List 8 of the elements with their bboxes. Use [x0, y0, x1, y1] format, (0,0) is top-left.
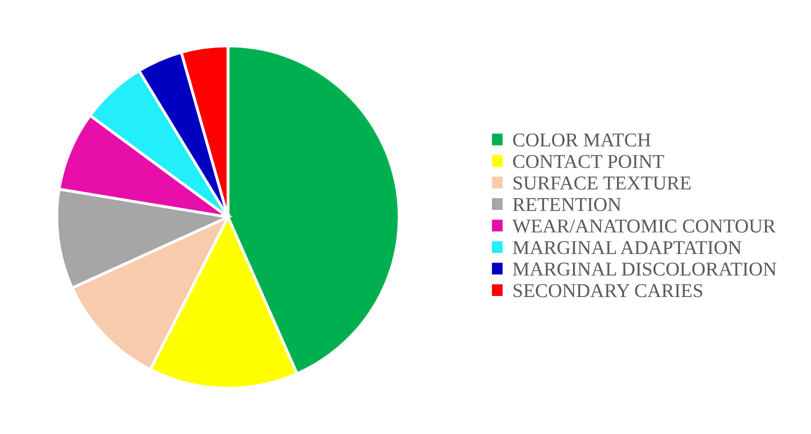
legend-label: WEAR/ANATOMIC CONTOUR	[512, 220, 776, 233]
legend-label: MARGINAL DISCOLORATION	[512, 262, 776, 276]
legend-label: RETENTION	[512, 198, 621, 212]
legend-label: CONTACT POINT	[513, 154, 664, 168]
legend-label: SECONDARY CARIES	[514, 284, 702, 298]
legend-label: SURFACE TEXTURE	[514, 176, 691, 190]
legend-label: MARGINAL ADAPTATION	[512, 241, 742, 254]
legend-label: COLOR MATCH	[513, 133, 651, 147]
